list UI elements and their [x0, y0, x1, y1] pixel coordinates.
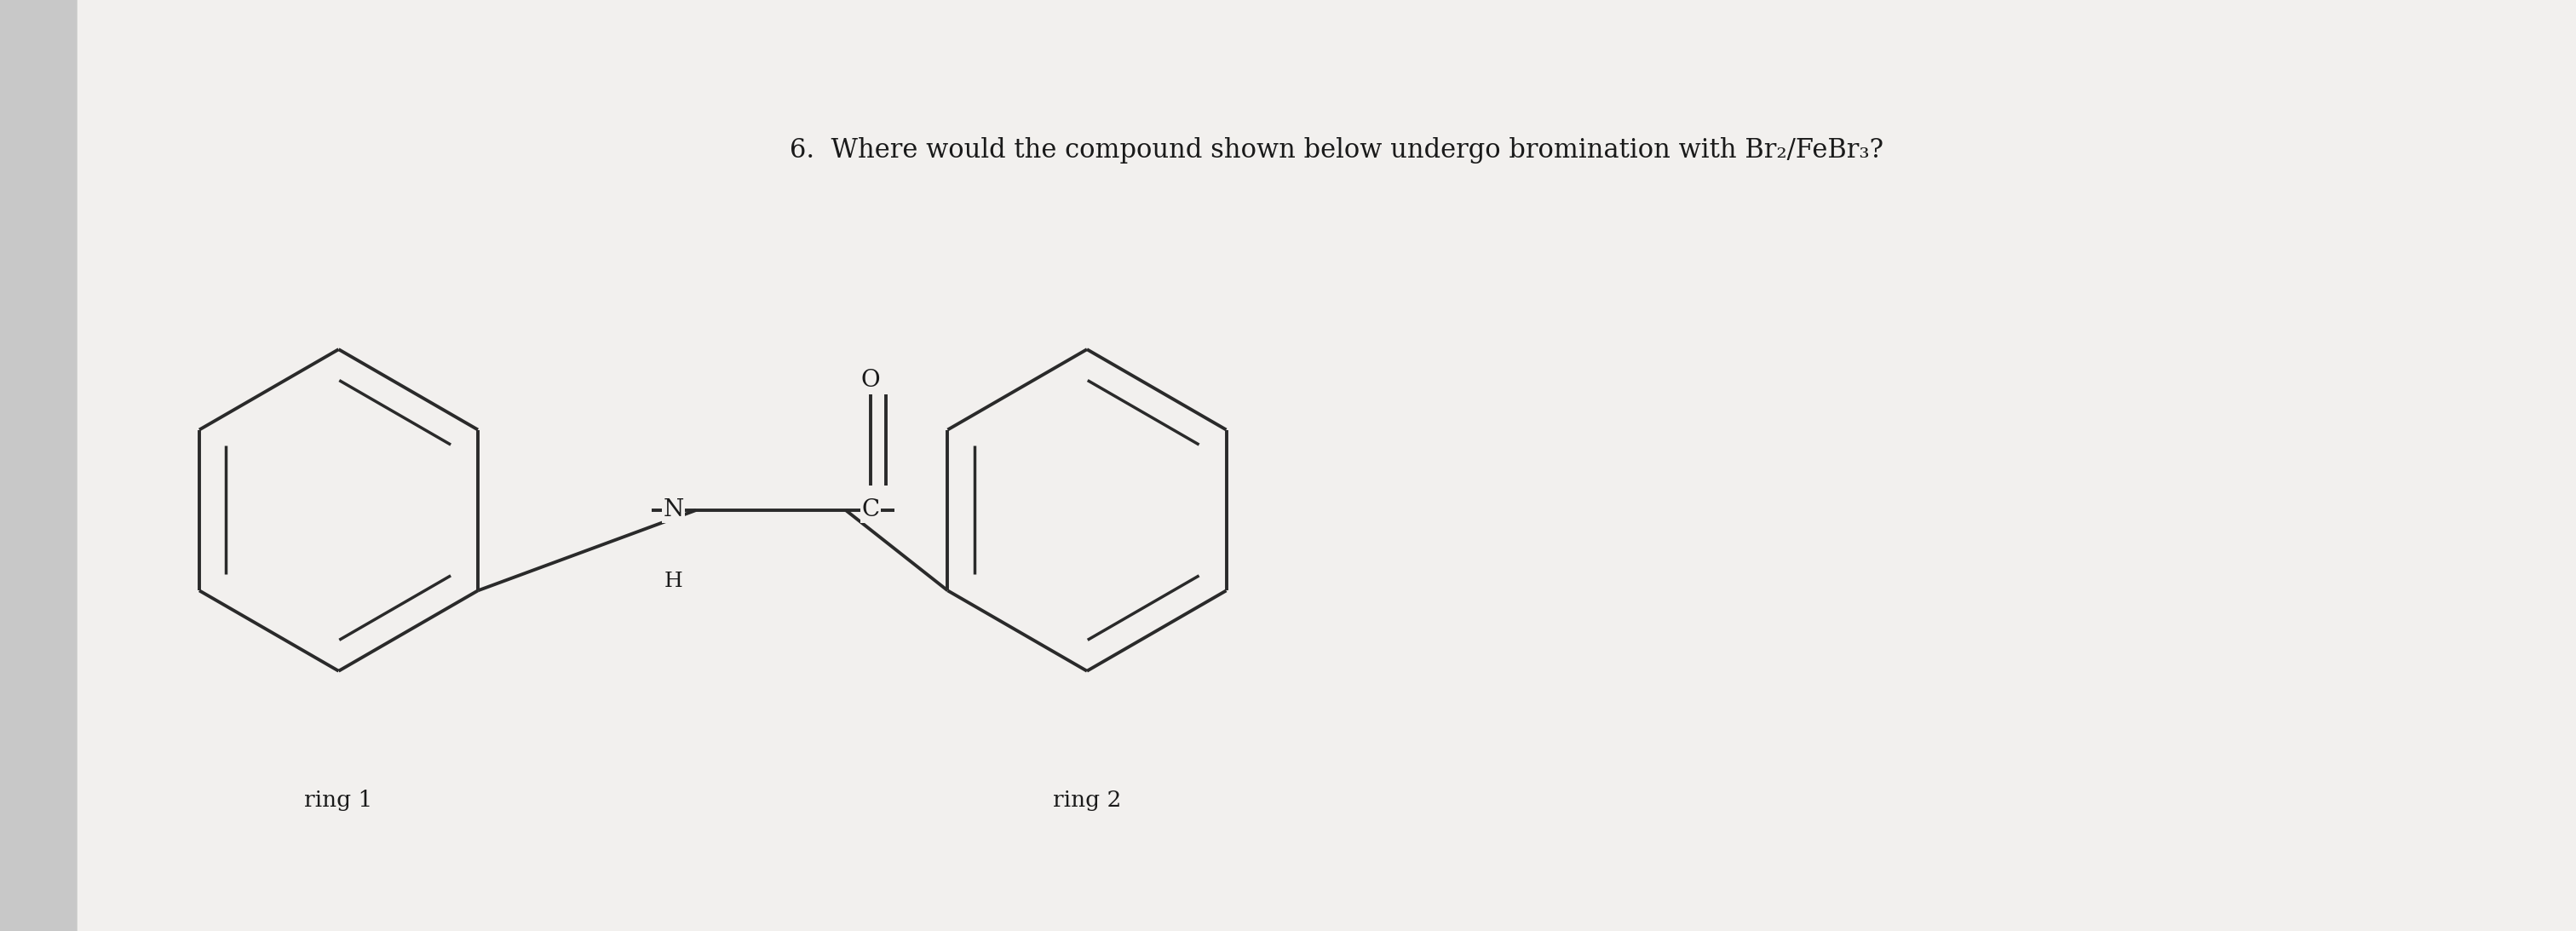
- Text: H: H: [665, 572, 683, 591]
- Text: ring 1: ring 1: [304, 789, 374, 811]
- Text: N: N: [662, 499, 685, 521]
- Text: O: O: [860, 369, 881, 392]
- Text: ring 2: ring 2: [1054, 789, 1121, 811]
- Text: 6.  Where would the compound shown below undergo bromination with Br₂/FeBr₃?: 6. Where would the compound shown below …: [791, 138, 1883, 164]
- Text: C: C: [860, 499, 878, 521]
